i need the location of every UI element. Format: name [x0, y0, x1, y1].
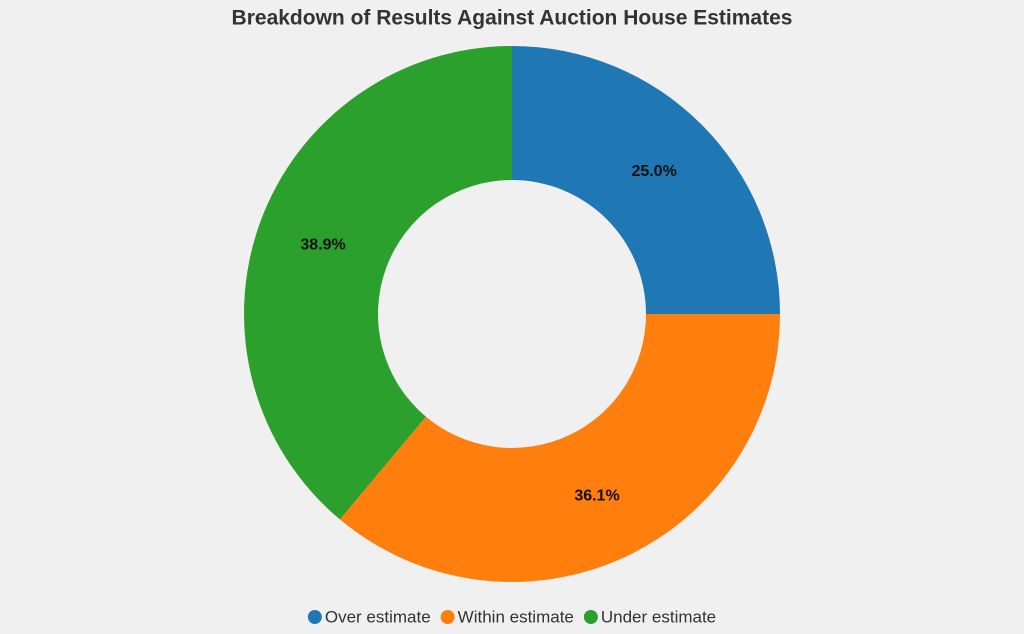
legend-label: Under estimate	[601, 607, 716, 626]
legend-marker	[440, 610, 455, 624]
legend: Over estimate Within estimate Under estima…	[307, 607, 716, 626]
value-label: 25.0%	[631, 163, 676, 180]
value-label: 36.1%	[574, 487, 619, 504]
legend-marker	[583, 610, 598, 624]
legend-label: Over estimate	[325, 607, 431, 626]
donut-slice	[339, 314, 780, 582]
legend-label: Within estimate	[458, 607, 574, 626]
chart-title: Breakdown of Results Against Auction Hou…	[232, 7, 793, 30]
donut-slice	[512, 46, 780, 314]
legend-marker	[307, 610, 322, 624]
donut-slice	[244, 46, 512, 520]
value-label: 38.9%	[300, 237, 345, 254]
